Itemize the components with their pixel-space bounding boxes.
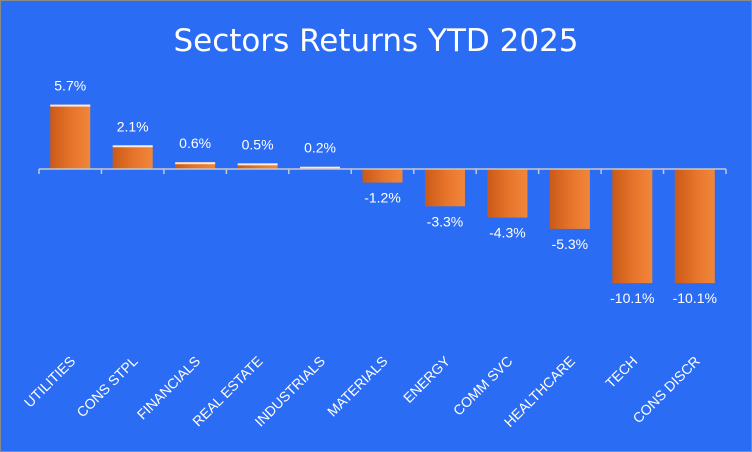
value-label: -10.1% xyxy=(673,290,717,306)
category-label: MATERIALS xyxy=(324,353,391,420)
category-label: ENERGY xyxy=(400,352,454,406)
bar-energy xyxy=(424,169,465,207)
value-label: 0.5% xyxy=(242,136,274,152)
category-label: TECH xyxy=(602,353,640,391)
category-label: CONS STPL xyxy=(73,353,141,421)
value-label: 2.1% xyxy=(117,118,149,134)
category-label: FINANCIALS xyxy=(134,353,204,423)
value-label: -1.2% xyxy=(364,190,401,206)
x-axis xyxy=(38,168,727,174)
value-label: 0.6% xyxy=(179,135,211,151)
bar-real-estate xyxy=(237,163,278,169)
value-label: 0.2% xyxy=(304,140,336,156)
bar-top-highlight xyxy=(112,145,153,148)
bar-top-highlight xyxy=(300,166,341,169)
bar-financials xyxy=(175,162,216,169)
bar-top-highlight xyxy=(237,163,278,166)
bar-cons-discr xyxy=(674,169,715,284)
category-label: CONS DISCR xyxy=(629,353,702,426)
category-label: UTILITIES xyxy=(21,353,79,411)
bar-healthcare xyxy=(549,169,590,229)
bar-comm-svc xyxy=(487,169,528,218)
value-label: -5.3% xyxy=(552,236,589,252)
bar-materials xyxy=(362,169,403,183)
bar-top-highlight xyxy=(50,104,91,107)
bars-layer xyxy=(50,104,715,284)
category-label: COMM SVC xyxy=(450,353,516,419)
bar-top-highlight xyxy=(175,162,216,165)
bar-cons-stpl xyxy=(112,145,153,169)
bar-tech xyxy=(612,169,653,284)
value-label: -4.3% xyxy=(489,225,526,241)
bar-utilities xyxy=(50,104,91,169)
value-label: -10.1% xyxy=(610,290,654,306)
value-label: 5.7% xyxy=(54,78,86,94)
chart-title: Sectors Returns YTD 2025 xyxy=(173,23,579,59)
value-labels: 5.7% 2.1% 0.6% 0.5% 0.2% -1.2% -3.3% -4.3% -5.3%… xyxy=(54,78,717,307)
value-label: -3.3% xyxy=(427,213,464,229)
